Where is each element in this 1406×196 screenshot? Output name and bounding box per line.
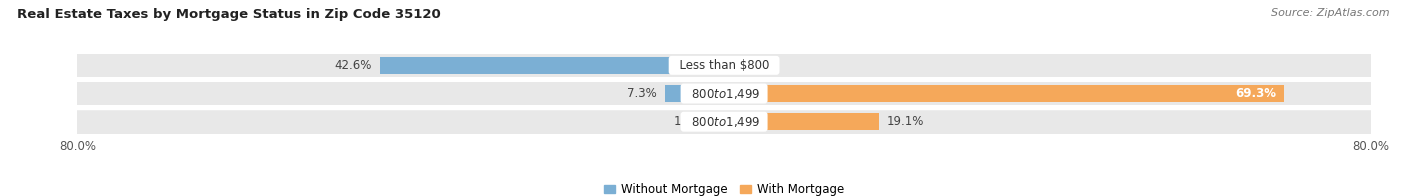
Bar <box>724 85 1284 102</box>
Bar <box>380 57 724 74</box>
Bar <box>665 85 724 102</box>
Text: $800 to $1,499: $800 to $1,499 <box>683 115 765 129</box>
Bar <box>77 110 1371 133</box>
Text: Real Estate Taxes by Mortgage Status in Zip Code 35120: Real Estate Taxes by Mortgage Status in … <box>17 8 440 21</box>
Bar <box>711 113 724 131</box>
Text: $800 to $1,499: $800 to $1,499 <box>683 86 765 101</box>
Text: 1.6%: 1.6% <box>673 115 703 128</box>
Text: 42.6%: 42.6% <box>335 59 371 72</box>
Bar <box>77 82 1371 105</box>
Text: Source: ZipAtlas.com: Source: ZipAtlas.com <box>1271 8 1389 18</box>
Text: Less than $800: Less than $800 <box>672 59 776 72</box>
Text: 0.0%: 0.0% <box>733 59 762 72</box>
Legend: Without Mortgage, With Mortgage: Without Mortgage, With Mortgage <box>603 183 845 196</box>
Text: 69.3%: 69.3% <box>1236 87 1277 100</box>
Bar <box>724 113 879 131</box>
Text: 19.1%: 19.1% <box>887 115 924 128</box>
Bar <box>77 54 1371 77</box>
Text: 7.3%: 7.3% <box>627 87 657 100</box>
